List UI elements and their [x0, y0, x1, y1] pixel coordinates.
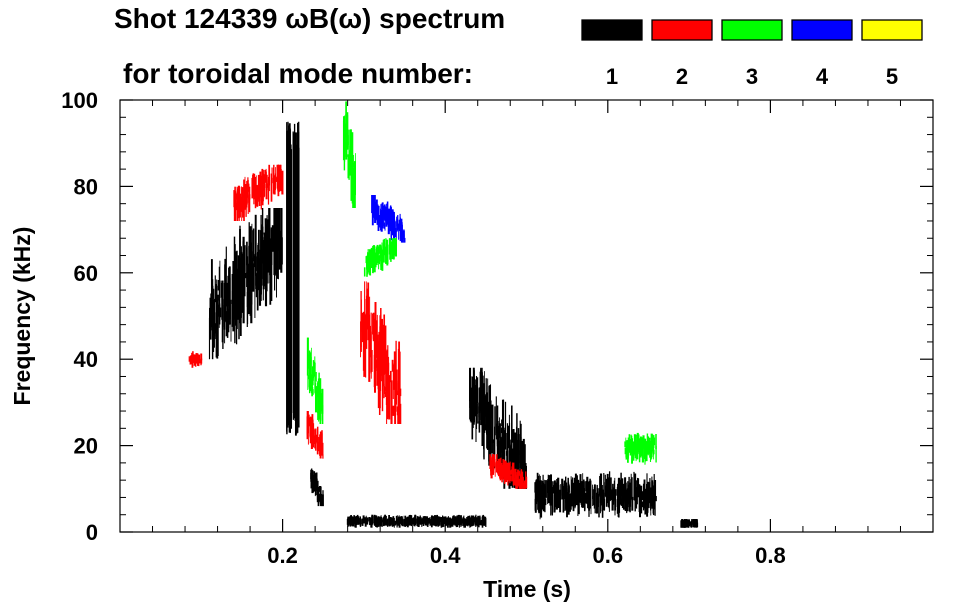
chart-title-line2: for toroidal mode number:	[123, 58, 473, 89]
y-axis-title: Frequency (kHz)	[9, 227, 35, 406]
y-tick-label: 40	[74, 347, 98, 372]
x-tick-label: 0.8	[755, 543, 786, 568]
y-tick-label: 60	[74, 261, 98, 286]
legend-swatch-mode-3	[721, 19, 783, 41]
legend-label-mode-4: 4	[816, 64, 829, 89]
y-tick-label: 80	[74, 174, 98, 199]
y-tick-label: 100	[61, 88, 98, 113]
legend-label-mode-2: 2	[676, 64, 688, 89]
y-tick-label: 20	[74, 434, 98, 459]
y-tick-label: 0	[86, 520, 98, 545]
plot-frame	[119, 99, 934, 533]
legend-swatch-mode-1	[581, 19, 643, 41]
legend-label-mode-3: 3	[746, 64, 758, 89]
legend: 1 2 3 4 5	[581, 19, 923, 89]
legend-label-mode-1: 1	[606, 64, 618, 89]
legend-swatch-mode-2	[651, 19, 713, 41]
legend-label-mode-5: 5	[886, 64, 898, 89]
legend-swatch-mode-4	[791, 19, 853, 41]
x-tick-label: 0.2	[267, 543, 298, 568]
x-tick-label: 0.6	[593, 543, 624, 568]
spectrum-data	[188, 101, 699, 528]
chart-title-line1: Shot 124339 ωB(ω) spectrum	[114, 3, 506, 34]
x-axis-title: Time (s)	[483, 576, 571, 602]
axes: 0 20 40 60 80 100 0.2 0.4 0.6 0.8	[61, 88, 933, 568]
legend-swatch-mode-5	[861, 19, 923, 41]
x-tick-label: 0.4	[430, 543, 461, 568]
